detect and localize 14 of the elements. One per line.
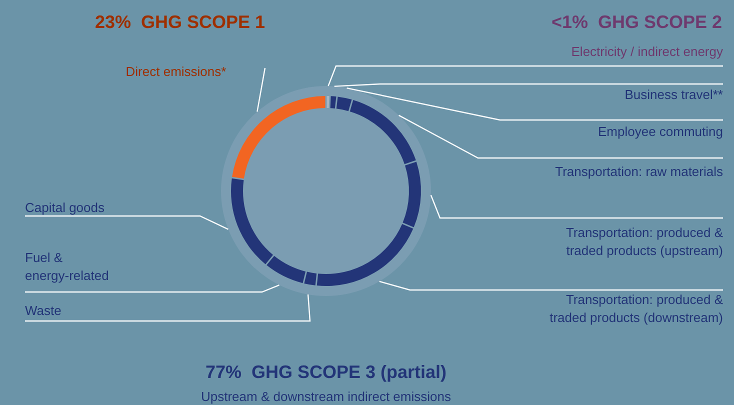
slice-label: Transportation: produced & traded products (upstream): [566, 225, 724, 258]
text: Upstream & downstream indirect emissions: [201, 389, 452, 404]
slice-label: Employee commuting: [598, 124, 723, 139]
slice-label: Capital goods: [25, 200, 105, 215]
slice-label: Business travel**: [624, 87, 723, 102]
text: 77% GHG SCOPE 3 (partial): [205, 362, 447, 382]
slice-label: Waste: [25, 303, 62, 318]
slice-label: Transportation: produced & traded products (downstream): [550, 292, 724, 325]
slice-label: Transportation: raw materials: [555, 164, 724, 179]
slice-label: Electricity / indirect energy: [571, 44, 724, 59]
slice-label: Fuel & energy-related: [25, 250, 109, 283]
slice-label: Direct emissions*: [126, 64, 226, 79]
text: 23% GHG SCOPE 1: [94, 12, 266, 32]
text: <1% GHG SCOPE 2: [551, 12, 722, 32]
